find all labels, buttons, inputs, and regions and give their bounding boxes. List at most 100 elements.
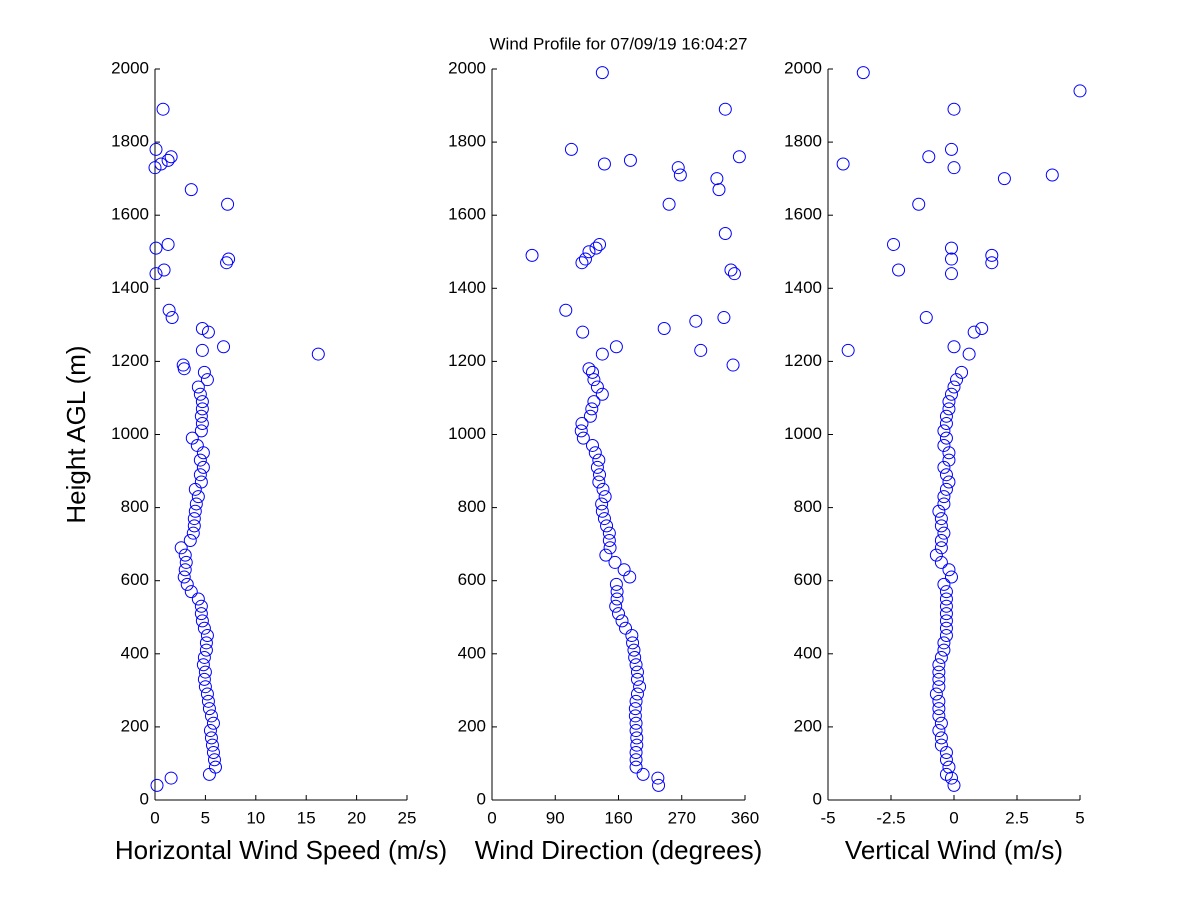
data-point — [195, 343, 209, 357]
data-point — [892, 263, 906, 277]
data-point — [174, 541, 188, 555]
data-point — [191, 592, 205, 606]
data-point — [628, 702, 642, 716]
x-tick-label: 90 — [546, 808, 565, 827]
data-point — [612, 607, 625, 621]
data-point — [942, 475, 956, 489]
data-point — [662, 197, 676, 211]
data-point — [595, 387, 609, 401]
data-point — [630, 687, 644, 701]
data-point — [932, 709, 946, 723]
data-point — [937, 424, 951, 438]
data-point — [1045, 168, 1059, 182]
data-point — [628, 650, 642, 664]
x-tick-label: 160 — [604, 808, 632, 827]
data-point — [625, 629, 639, 643]
data-point — [593, 237, 607, 251]
x-tick-label: 0 — [150, 808, 159, 827]
data-point — [203, 724, 217, 738]
data-point — [195, 614, 209, 628]
data-point — [939, 753, 953, 767]
data-point — [922, 150, 936, 164]
data-point — [525, 248, 539, 262]
data-point — [184, 183, 198, 197]
data-point — [626, 636, 640, 650]
data-point — [617, 563, 631, 577]
data-point — [657, 322, 671, 336]
data-point — [694, 343, 708, 357]
data-point — [629, 760, 643, 774]
data-point — [912, 197, 926, 211]
data-point — [199, 643, 213, 657]
data-point — [185, 431, 199, 445]
data-point — [188, 504, 202, 518]
y-tick-label: 600 — [458, 570, 486, 589]
data-point — [164, 150, 178, 164]
y-tick-label: 2000 — [448, 58, 486, 77]
y-tick-label: 200 — [794, 716, 822, 735]
x-tick-label: 20 — [347, 808, 366, 827]
data-point — [186, 526, 200, 540]
data-point — [939, 409, 953, 423]
y-tick-label: 1400 — [448, 278, 486, 297]
data-point — [887, 237, 901, 251]
data-point — [942, 563, 956, 577]
data-point — [583, 409, 597, 423]
data-point — [176, 358, 190, 372]
data-point — [597, 512, 611, 526]
data-point — [932, 665, 946, 679]
data-point — [934, 519, 948, 533]
data-point — [156, 102, 170, 116]
x-tick-label: 10 — [246, 808, 265, 827]
data-point — [582, 362, 596, 376]
data-point — [191, 490, 205, 504]
data-point — [947, 340, 961, 354]
y-tick-label: 800 — [121, 497, 149, 516]
data-point — [717, 311, 731, 325]
y-tick-label: 1000 — [448, 424, 486, 443]
data-point — [598, 490, 612, 504]
data-point — [934, 512, 948, 526]
y-tick-label: 1800 — [784, 132, 822, 151]
data-point — [188, 482, 202, 496]
data-point — [932, 504, 946, 518]
data-point — [633, 680, 647, 694]
y-tick-label: 1200 — [111, 351, 149, 370]
data-point — [197, 621, 211, 635]
data-point — [217, 340, 231, 354]
data-point — [630, 731, 644, 745]
data-point — [856, 66, 870, 80]
data-point — [689, 314, 703, 328]
y-tick-label: 1800 — [111, 132, 149, 151]
data-point — [194, 599, 208, 613]
data-point — [193, 387, 207, 401]
y-tick-label: 1800 — [448, 132, 486, 151]
data-point — [919, 311, 933, 325]
data-point — [575, 256, 589, 270]
data-point — [942, 760, 956, 774]
x-tick-label: 5 — [1075, 808, 1084, 827]
data-point — [718, 102, 732, 116]
data-point — [597, 157, 611, 171]
data-point — [944, 267, 958, 281]
chart-title: Wind Profile for 07/09/19 16:04:27 — [490, 34, 748, 53]
data-point — [178, 563, 192, 577]
data-point — [194, 409, 208, 423]
data-point — [595, 497, 609, 511]
data-point — [619, 621, 633, 635]
data-point — [196, 658, 210, 672]
data-point — [937, 460, 951, 474]
data-point — [929, 548, 943, 562]
data-point — [587, 373, 601, 387]
data-point — [937, 636, 951, 650]
data-point — [201, 694, 215, 708]
data-point — [934, 738, 948, 752]
data-point — [629, 745, 643, 759]
y-tick-label: 1000 — [111, 424, 149, 443]
data-point — [947, 380, 961, 394]
data-point — [610, 585, 624, 599]
data-point — [942, 402, 956, 416]
data-point — [196, 446, 210, 460]
data-point — [190, 438, 204, 452]
data-point — [157, 263, 171, 277]
